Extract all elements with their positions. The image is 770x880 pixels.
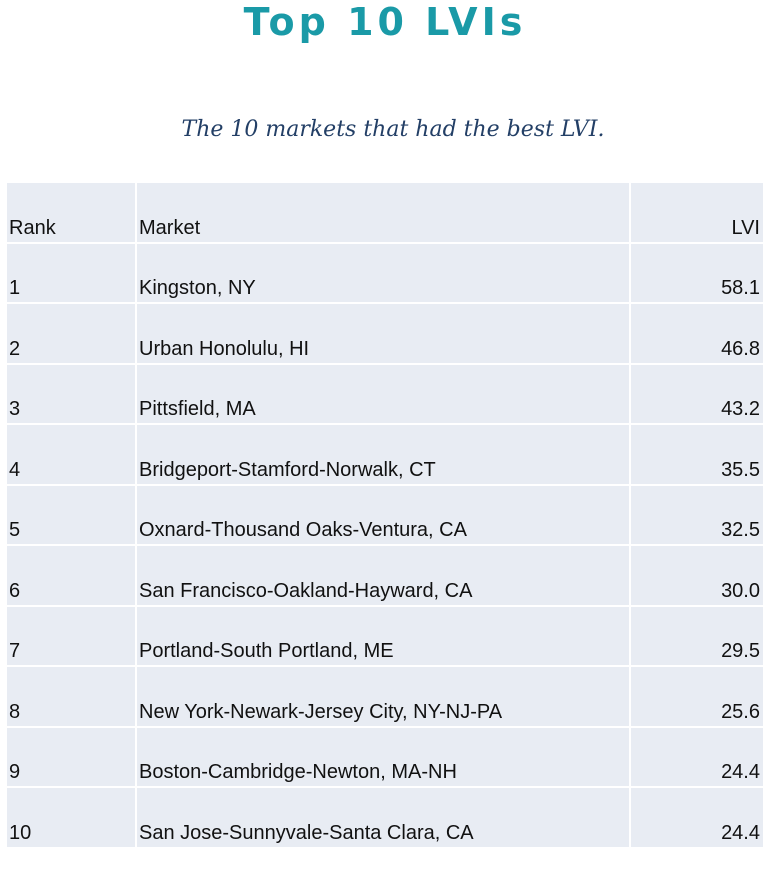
table-header-row: Rank Market LVI [7, 183, 763, 244]
rank-cell: 9 [7, 727, 137, 788]
table-row: 2 Urban Honolulu, HI 46.8 [7, 304, 763, 365]
market-cell: Pittsfield, MA [137, 364, 631, 425]
rank-cell: 5 [7, 485, 137, 546]
lvi-cell: 46.8 [631, 304, 763, 365]
market-cell: New York-Newark-Jersey City, NY-NJ-PA [137, 667, 631, 728]
rank-cell: 2 [7, 304, 137, 365]
lvi-cell: 24.4 [631, 727, 763, 788]
table-row: 6 San Francisco-Oakland-Hayward, CA 30.0 [7, 546, 763, 607]
table-row: 3 Pittsfield, MA 43.2 [7, 364, 763, 425]
rank-cell: 8 [7, 667, 137, 728]
rank-cell: 7 [7, 606, 137, 667]
market-cell: Oxnard-Thousand Oaks-Ventura, CA [137, 485, 631, 546]
rank-cell: 4 [7, 425, 137, 486]
market-cell: Portland-South Portland, ME [137, 606, 631, 667]
market-cell: Boston-Cambridge-Newton, MA-NH [137, 727, 631, 788]
market-cell: San Jose-Sunnyvale-Santa Clara, CA [137, 788, 631, 849]
lvi-cell: 32.5 [631, 485, 763, 546]
rank-cell: 3 [7, 364, 137, 425]
table-row: 10 San Jose-Sunnyvale-Santa Clara, CA 24… [7, 788, 763, 849]
table-row: 5 Oxnard-Thousand Oaks-Ventura, CA 32.5 [7, 485, 763, 546]
header-market: Market [137, 183, 631, 244]
lvi-cell: 24.4 [631, 788, 763, 849]
lvi-cell: 29.5 [631, 606, 763, 667]
lvi-cell: 58.1 [631, 243, 763, 304]
lvi-cell: 43.2 [631, 364, 763, 425]
header-rank: Rank [7, 183, 137, 244]
rank-cell: 6 [7, 546, 137, 607]
lvi-table-container: Rank Market LVI 1 Kingston, NY 58.1 2 Ur… [7, 183, 763, 849]
lvi-cell: 30.0 [631, 546, 763, 607]
header-lvi: LVI [631, 183, 763, 244]
market-cell: Bridgeport-Stamford-Norwalk, CT [137, 425, 631, 486]
lvi-cell: 35.5 [631, 425, 763, 486]
table-row: 1 Kingston, NY 58.1 [7, 243, 763, 304]
rank-cell: 10 [7, 788, 137, 849]
rank-cell: 1 [7, 243, 137, 304]
market-cell: Kingston, NY [137, 243, 631, 304]
page-subtitle: The 10 markets that had the best LVI. [181, 117, 605, 142]
page-title: Top 10 LVIs [243, 0, 527, 44]
table-row: 8 New York-Newark-Jersey City, NY-NJ-PA … [7, 667, 763, 728]
lvi-table: Rank Market LVI 1 Kingston, NY 58.1 2 Ur… [7, 183, 763, 849]
market-cell: San Francisco-Oakland-Hayward, CA [137, 546, 631, 607]
table-row: 7 Portland-South Portland, ME 29.5 [7, 606, 763, 667]
table-row: 4 Bridgeport-Stamford-Norwalk, CT 35.5 [7, 425, 763, 486]
table-row: 9 Boston-Cambridge-Newton, MA-NH 24.4 [7, 727, 763, 788]
market-cell: Urban Honolulu, HI [137, 304, 631, 365]
lvi-cell: 25.6 [631, 667, 763, 728]
